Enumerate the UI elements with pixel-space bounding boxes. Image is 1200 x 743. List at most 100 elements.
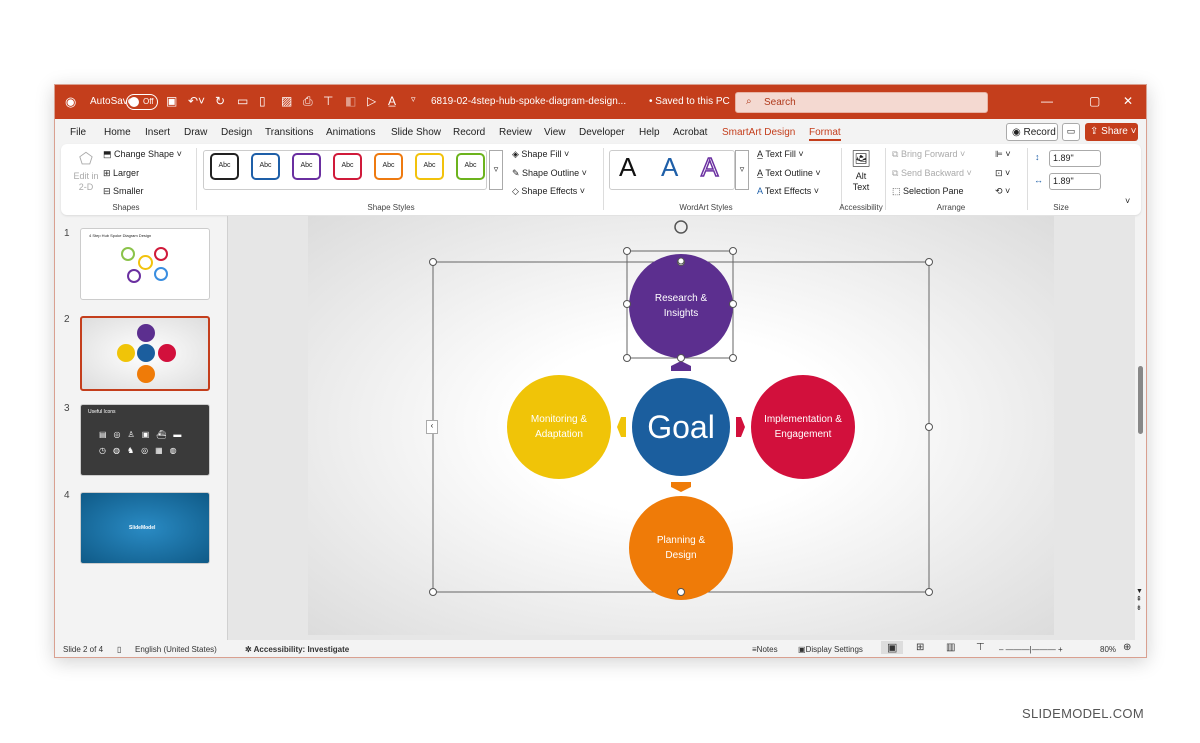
- spellcheck-icon[interactable]: ▯: [117, 645, 122, 654]
- smaller-button[interactable]: ⊟ Smaller: [103, 186, 144, 196]
- redo-icon[interactable]: ↻: [215, 94, 226, 108]
- tab-smartart-design[interactable]: SmartArt Design: [722, 127, 796, 138]
- tab-file[interactable]: File: [70, 127, 87, 138]
- shape-style-swatch[interactable]: Abc: [251, 153, 280, 180]
- save-status[interactable]: • Saved to this PC: [649, 96, 730, 107]
- width-icon: ↔: [1034, 175, 1043, 185]
- tab-insert[interactable]: Insert: [145, 127, 171, 138]
- tab-view[interactable]: View: [544, 127, 566, 138]
- scroll-thumb[interactable]: [1138, 366, 1143, 434]
- search-box[interactable]: ⌕ Search: [735, 92, 988, 113]
- save-icon[interactable]: ▣: [166, 94, 178, 108]
- wordart-gallery: [609, 150, 735, 190]
- print-icon[interactable]: ⎙: [303, 94, 313, 108]
- zoom-level[interactable]: 80%: [1100, 645, 1117, 654]
- shape-style-swatch[interactable]: Abc: [415, 153, 444, 180]
- text-fill-button[interactable]: A̲ Text Fill ˅: [757, 149, 804, 159]
- normal-view-icon[interactable]: ▣: [881, 641, 904, 654]
- reading-view-icon[interactable]: ▥: [946, 642, 956, 653]
- text-outline-button[interactable]: A̲ Text Outline ˅: [757, 168, 821, 178]
- wordart-style-black[interactable]: A: [619, 152, 637, 182]
- tab-acrobat[interactable]: Acrobat: [673, 127, 708, 138]
- shape-style-swatch[interactable]: Abc: [374, 153, 403, 180]
- bring-forward-button[interactable]: ⧉ Bring Forward ˅: [892, 149, 966, 159]
- tab-record[interactable]: Record: [453, 127, 486, 138]
- spoke-monitoring-adaptation[interactable]: Monitoring & Adaptation: [507, 375, 611, 479]
- shape-style-swatch[interactable]: Abc: [292, 153, 321, 180]
- tab-slide-show[interactable]: Slide Show: [391, 127, 442, 138]
- rotate-icon[interactable]: ⟲ ˅: [995, 186, 1011, 196]
- maximize-icon[interactable]: ▢: [1089, 94, 1101, 108]
- tab-transitions[interactable]: Transitions: [265, 127, 314, 138]
- hub-goal[interactable]: Goal: [632, 378, 730, 476]
- spoke-planning-design[interactable]: Planning & Design: [629, 496, 733, 600]
- autosave-toggle[interactable]: Off: [126, 94, 158, 110]
- slideshow-view-icon[interactable]: ⊤: [976, 642, 985, 653]
- group-icon[interactable]: ⊡ ˅: [995, 168, 1011, 178]
- notes-button[interactable]: ≡Notes: [752, 645, 778, 654]
- display-settings-button[interactable]: ▣Display Settings: [798, 645, 863, 654]
- width-input[interactable]: 1.89": [1049, 173, 1101, 190]
- slide-thumbnail-1[interactable]: 4 Step Hub Spoke Diagram Design: [80, 228, 210, 300]
- alt-text-button[interactable]: 🖼 Alt Text: [845, 150, 877, 194]
- new-icon[interactable]: ▯: [259, 94, 266, 108]
- wordart-style-outline[interactable]: A: [700, 151, 719, 183]
- share-button[interactable]: ⇪ Share ˅: [1085, 123, 1138, 141]
- height-input[interactable]: 1.89": [1049, 150, 1101, 167]
- vertical-scrollbar[interactable]: ▼ ⇞ ⇟: [1136, 216, 1146, 640]
- wordart-style-blue[interactable]: A: [661, 152, 679, 182]
- slide-canvas[interactable]: Research & Insights Implementation & Eng…: [308, 216, 1054, 635]
- record-button[interactable]: ◉ Record: [1006, 123, 1058, 141]
- slide-sorter-icon[interactable]: ⊞: [916, 642, 925, 653]
- shape-style-swatch[interactable]: Abc: [333, 153, 362, 180]
- tab-home[interactable]: Home: [104, 127, 131, 138]
- tab-developer[interactable]: Developer: [579, 127, 625, 138]
- collapse-ribbon-icon[interactable]: ˅: [1125, 196, 1131, 206]
- text-effects-button[interactable]: A Text Effects ˅: [757, 186, 819, 196]
- shape-outline-button[interactable]: ✎ Shape Outline ˅: [512, 168, 587, 178]
- spoke-research-insights[interactable]: Research & Insights: [629, 254, 733, 358]
- slide-thumbnails-pane: 1 4 Step Hub Spoke Diagram Design 2 3 Us…: [55, 216, 227, 640]
- edit-in-2d-button[interactable]: ⬠ Edit in 2-D: [71, 150, 101, 194]
- customize-qat-icon[interactable]: ▿: [411, 94, 416, 104]
- tab-animations[interactable]: Animations: [326, 127, 376, 138]
- change-shape-button[interactable]: ⬒ Change Shape ˅: [103, 149, 182, 159]
- font-color-icon[interactable]: A̲: [388, 94, 397, 108]
- shape-style-swatch[interactable]: Abc: [210, 153, 239, 180]
- tab-design[interactable]: Design: [221, 127, 253, 138]
- slide-thumbnail-3[interactable]: Useful Icons ▤◎♙▣⛴▬ ◷◍♞◎▦◍: [80, 404, 210, 476]
- ribbon-tabs: File Home Insert Draw Design Transitions…: [55, 119, 1146, 144]
- wordart-more-button[interactable]: ▿: [735, 150, 749, 190]
- spoke-implementation-engagement[interactable]: Implementation & Engagement: [751, 375, 855, 479]
- tab-format[interactable]: Format: [809, 127, 841, 141]
- language-indicator[interactable]: English (United States): [135, 645, 217, 654]
- shape-fill-button[interactable]: ◈ Shape Fill ˅: [512, 149, 570, 159]
- tab-review[interactable]: Review: [499, 127, 532, 138]
- align-icon[interactable]: ⊫ ˅: [995, 149, 1011, 159]
- shape-style-swatch[interactable]: Abc: [456, 153, 485, 180]
- zoom-slider[interactable]: – ———|——— +: [999, 645, 1063, 654]
- shape-styles-more-button[interactable]: ▿: [489, 150, 503, 190]
- shape-effects-button[interactable]: ◇ Shape Effects ˅: [512, 186, 586, 196]
- close-icon[interactable]: ✕: [1123, 94, 1134, 108]
- autosave-label: AutoSave: [90, 96, 134, 107]
- present-icon[interactable]: ⊤: [323, 94, 334, 108]
- open-icon[interactable]: ▭: [237, 94, 249, 108]
- arrange-icon[interactable]: ◧: [345, 94, 357, 108]
- slide-thumbnail-2[interactable]: [80, 316, 210, 391]
- fit-to-window-icon[interactable]: ⊕: [1123, 642, 1132, 653]
- larger-button[interactable]: ⊞ Larger: [103, 168, 140, 178]
- tab-help[interactable]: Help: [639, 127, 660, 138]
- text-pane-toggle[interactable]: ‹: [426, 420, 438, 434]
- accessibility-status[interactable]: ✲ Accessibility: Investigate: [245, 645, 350, 654]
- slideshow-icon[interactable]: ▷: [367, 94, 377, 108]
- slide-thumbnail-4[interactable]: SlideModel: [80, 492, 210, 564]
- comments-icon[interactable]: ▭: [1062, 123, 1080, 141]
- undo-icon[interactable]: ↶˅: [188, 94, 206, 108]
- selection-pane-button[interactable]: ⬚ Selection Pane: [892, 186, 964, 196]
- send-backward-button[interactable]: ⧉ Send Backward ˅: [892, 168, 972, 178]
- scroll-buttons[interactable]: ▼ ⇞ ⇟: [1136, 588, 1143, 612]
- picture-icon[interactable]: ▨: [281, 94, 293, 108]
- minimize-icon[interactable]: —: [1041, 94, 1053, 108]
- tab-draw[interactable]: Draw: [184, 127, 208, 138]
